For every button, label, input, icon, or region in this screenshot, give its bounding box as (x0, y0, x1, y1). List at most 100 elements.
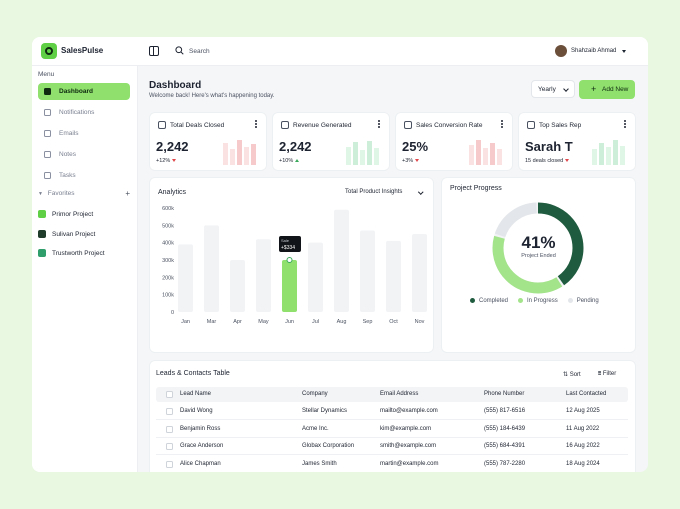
column-header[interactable]: Company (302, 391, 328, 397)
y-tick-label: 300k (162, 258, 174, 264)
stat-card-conversion: Sales Conversion Rate 25% +3% (395, 112, 513, 171)
donut-segment[interactable] (492, 202, 584, 294)
row-checkbox[interactable] (166, 460, 173, 468)
sidebar-toggle-icon[interactable] (149, 46, 159, 56)
sidebar-item-notes[interactable]: Notes (38, 146, 130, 163)
sidebar-item-tasks[interactable]: Tasks (38, 167, 130, 184)
donut-segment[interactable] (492, 202, 584, 294)
chart-bar[interactable] (282, 260, 297, 312)
chevron-down-icon[interactable] (622, 50, 626, 53)
legend-item: In Progress (518, 298, 558, 304)
table-row[interactable]: Grace Anderson Globax Corporation smith@ex… (156, 438, 628, 455)
y-tick-label: 500k (162, 223, 174, 229)
chart-bar[interactable] (360, 230, 375, 312)
stat-value: 25% (402, 139, 429, 154)
sidebar-project-trustworth[interactable]: Trustworth Project (38, 246, 130, 260)
chart-bar[interactable] (308, 242, 323, 312)
menu-title: Menu (38, 71, 55, 78)
project-icon (38, 210, 46, 218)
table-title: Leads & Contacts Table (156, 370, 230, 377)
row-checkbox[interactable] (166, 408, 173, 415)
favorites-header[interactable]: ▼ Favorites + (38, 189, 130, 198)
chart-bar[interactable] (412, 234, 427, 312)
column-header[interactable]: Phone Number (484, 391, 525, 397)
filter-button[interactable]: ⩩ Filter (598, 371, 617, 377)
project-icon (38, 249, 46, 257)
table-cell: Benjamin Ross (180, 425, 221, 432)
table-row[interactable]: David Wong Stellar Dynamics mailto@example… (156, 403, 628, 420)
table-cell: Grace Anderson (180, 443, 224, 449)
chevron-down-icon[interactable] (418, 189, 424, 195)
chart-bar[interactable] (230, 260, 245, 312)
progress-percent: 41% (521, 233, 556, 252)
trend-down-icon (172, 159, 177, 163)
mini-bar-chart (592, 140, 625, 165)
project-progress-card: Project Progress 41% Project Ended Compl… (441, 177, 636, 353)
more-icon[interactable] (378, 120, 380, 128)
sidebar-item-dashboard[interactable]: Dashboard (38, 83, 130, 100)
sidebar-item-notifications[interactable]: Notifications (38, 104, 130, 121)
stat-delta-text: +3% (402, 158, 414, 164)
bell-icon (44, 109, 51, 116)
search-icon[interactable] (175, 46, 184, 55)
stat-value: 2,242 (279, 139, 312, 154)
stat-value: Sarah T (525, 139, 573, 154)
user-name[interactable]: Shahzaib Ahmad (571, 48, 617, 54)
sidebar-item-emails[interactable]: Emails (38, 125, 130, 142)
column-header[interactable]: Lead Name (180, 391, 212, 397)
column-header[interactable]: Last Contacted (566, 391, 607, 397)
more-icon[interactable] (255, 120, 257, 128)
chart-bar[interactable] (178, 244, 193, 312)
table-cell: (555) 684-4391 (484, 443, 526, 449)
avatar[interactable] (555, 45, 567, 57)
add-favorite-icon[interactable]: + (125, 189, 130, 198)
legend-item: Pending (567, 298, 599, 304)
table-cell: Globax Corporation (302, 443, 355, 449)
analytics-card: Analytics Total Product Insights 0 100k 20… (149, 177, 434, 353)
sidebar-project-sulivan[interactable]: Sulivan Project (38, 227, 130, 241)
table-cell: smith@example.com (380, 443, 437, 449)
table-row[interactable]: Benjamin Ross Acme Inc. kim@example.com (55… (156, 421, 628, 438)
trend-down-icon (415, 159, 420, 163)
chart-bar[interactable] (386, 240, 401, 312)
revenue-icon (281, 121, 289, 129)
sidebar-project-primor[interactable]: Primor Project (38, 207, 130, 221)
sort-button[interactable]: ⇅ Sort (563, 372, 581, 378)
y-tick-label: 100k (162, 293, 174, 299)
table-cell: 11 Aug 2022 (566, 425, 600, 432)
deals-icon (158, 121, 166, 129)
table-cell: 12 Aug 2025 (566, 408, 600, 414)
x-tick-label: Jul (312, 319, 319, 325)
table-cell: 18 Aug 2024 (566, 460, 600, 467)
stat-value: 2,242 (156, 139, 189, 154)
table-cell: (555) 184-6439 (484, 425, 526, 432)
add-new-button[interactable]: + Add New (579, 80, 635, 99)
chart-bar[interactable] (334, 209, 349, 312)
x-tick-label: Nov (415, 319, 425, 325)
table-row[interactable]: Alice Chapman James Smith martin@example.c… (156, 456, 628, 472)
add-new-label: Add New (602, 86, 629, 93)
row-checkbox[interactable] (166, 443, 173, 450)
period-value: Yearly (538, 85, 556, 93)
stat-delta-text: 15 deals closed (525, 158, 564, 164)
more-icon[interactable] (501, 120, 503, 128)
chart-bar[interactable] (204, 225, 219, 312)
legend-item: Completed (470, 298, 508, 304)
row-checkbox[interactable] (166, 425, 173, 433)
chart-bar[interactable] (256, 239, 271, 312)
highlight-point (286, 257, 293, 263)
table-cell: mailto@example.com (380, 408, 438, 414)
app-window: SalesPulse Search Shahzaib Ahmad Menu Da… (32, 37, 648, 472)
column-header[interactable]: Email Address (380, 391, 419, 397)
chevron-down-icon (563, 86, 569, 92)
progress-caption: Project Ended (521, 253, 556, 259)
stat-title: Total Deals Closed (170, 122, 225, 129)
period-select[interactable]: Yearly (531, 80, 575, 98)
select-all-checkbox[interactable] (166, 391, 173, 398)
mini-bar-chart (469, 140, 502, 165)
search-input[interactable]: Search (189, 48, 210, 55)
insights-select[interactable]: Total Product Insights (345, 189, 403, 195)
brand-name: SalesPulse (61, 46, 104, 55)
more-icon[interactable] (624, 120, 626, 128)
table-cell: Acme Inc. (302, 425, 329, 432)
